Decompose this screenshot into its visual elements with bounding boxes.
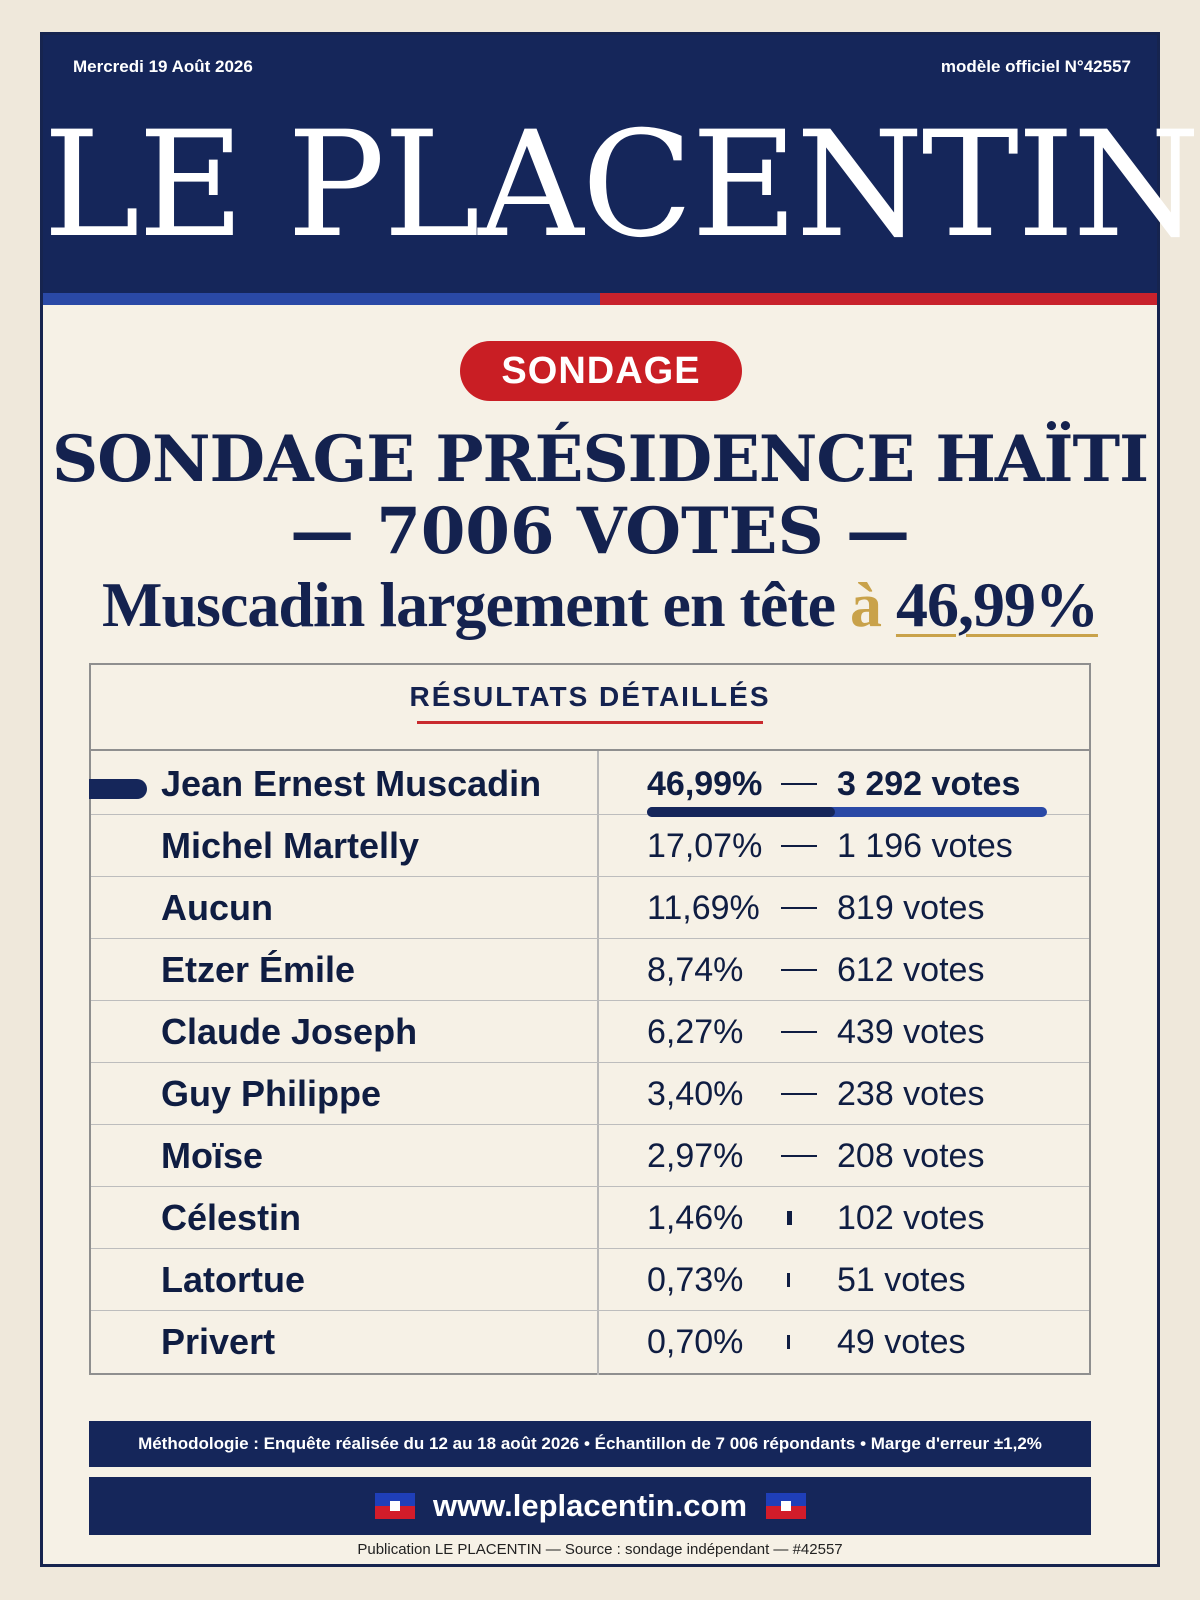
column-divider (597, 751, 599, 1375)
table-row: Célestin 1,46% 102 votes (91, 1187, 1089, 1249)
separator-dash (781, 1031, 817, 1033)
table-row: Etzer Émile 8,74% 612 votes (91, 939, 1089, 1001)
candidate-percent: 6,27% (647, 1013, 744, 1051)
leader-share-fill (647, 807, 835, 817)
results-header: RÉSULTATS DÉTAILLÉS (91, 665, 1089, 751)
candidate-votes: 102 votes (837, 1199, 985, 1237)
headline-connector: à (849, 569, 882, 640)
separator-dash (781, 1093, 817, 1095)
issue-number: modèle officiel N°42557 (940, 57, 1131, 76)
share-tick (787, 1273, 790, 1287)
candidate-percent: 46,99% (647, 765, 763, 803)
website-link[interactable]: www.leplacentin.com (432, 1488, 748, 1523)
headline-value: 46,99% (895, 569, 1099, 640)
table-row: Claude Joseph 6,27% 439 votes (91, 1001, 1089, 1063)
stripe-blue (43, 293, 600, 305)
table-row: Privert 0,70% 49 votes (91, 1311, 1089, 1373)
table-row: Aucun 11,69% 819 votes (91, 877, 1089, 939)
issue-date: Mercredi 19 Août 2026 (73, 57, 253, 76)
candidate-name: Aucun (161, 887, 273, 928)
table-row: Latortue 0,73% 51 votes (91, 1249, 1089, 1311)
candidate-name: Jean Ernest Muscadin (161, 763, 542, 804)
results-title-underline (417, 721, 763, 724)
leader-marker (89, 779, 147, 799)
candidate-name: Célestin (161, 1197, 302, 1238)
candidate-votes: 49 votes (837, 1323, 966, 1361)
candidate-percent: 17,07% (647, 827, 763, 865)
candidate-name: Claude Joseph (161, 1011, 418, 1052)
candidate-votes: 819 votes (837, 889, 985, 927)
website-banner: www.leplacentin.com (89, 1477, 1091, 1535)
separator-dash (781, 783, 817, 785)
candidate-name: Michel Martelly (161, 825, 420, 866)
headline-prefix: Muscadin largement en tête (102, 569, 850, 640)
share-tick (787, 1335, 790, 1349)
results-table: RÉSULTATS DÉTAILLÉS Jean Ernest Muscadin… (89, 663, 1091, 1375)
candidate-name: Privert (161, 1321, 276, 1362)
candidate-name: Moïse (161, 1135, 264, 1176)
leader-share-bar (647, 807, 1047, 817)
masthead: Mercredi 19 Août 2026 modèle officiel N°… (43, 35, 1200, 301)
table-row: Jean Ernest Muscadin 46,99% 3 292 votes (89, 753, 1089, 817)
candidate-votes: 612 votes (837, 951, 985, 989)
stripe-red (600, 293, 1157, 305)
table-row: Michel Martelly 17,07% 1 196 votes (91, 815, 1089, 877)
separator-dash (781, 845, 817, 847)
candidate-name: Latortue (161, 1259, 305, 1300)
table-row: Moïse 2,97% 208 votes (91, 1125, 1089, 1187)
candidate-percent: 0,73% (647, 1261, 744, 1299)
candidate-percent: 2,97% (647, 1137, 744, 1175)
haiti-flag-icon (765, 1493, 806, 1519)
candidate-name: Etzer Émile (161, 949, 356, 990)
candidate-percent: 0,70% (647, 1323, 744, 1361)
candidate-percent: 1,46% (647, 1199, 744, 1237)
candidate-votes: 238 votes (837, 1075, 985, 1113)
headline-line1: SONDAGE PRÉSIDENCE HAÏTI (52, 422, 1149, 497)
results-title: RÉSULTATS DÉTAILLÉS (409, 681, 771, 712)
separator-dash (781, 1155, 817, 1157)
candidate-percent: 11,69% (647, 889, 760, 927)
candidate-votes: 439 votes (837, 1013, 985, 1051)
candidate-name: Guy Philippe (161, 1073, 382, 1114)
share-tick (787, 1211, 792, 1225)
footer-credits: Publication LE PLACENTIN — Source : sond… (357, 1541, 843, 1558)
headline-line2: — 7006 VOTES — (290, 494, 910, 569)
newspaper-title: LE PLACENTIN (43, 100, 1200, 270)
candidate-votes: 3 292 votes (837, 765, 1021, 803)
headline-line3: Muscadin largement en tête à 46,99% (43, 567, 1157, 643)
methodology-note: Méthodologie : Enquête réalisée du 12 au… (89, 1421, 1091, 1467)
candidate-percent: 8,74% (647, 951, 744, 989)
candidate-votes: 51 votes (837, 1261, 966, 1299)
section-badge: SONDAGE (460, 341, 742, 401)
newspaper-page: Mercredi 19 Août 2026 modèle officiel N°… (40, 32, 1200, 1567)
separator-dash (781, 969, 817, 971)
haiti-flag-icon (374, 1493, 415, 1519)
separator-dash (781, 907, 817, 909)
candidate-percent: 3,40% (647, 1075, 744, 1113)
table-row: Guy Philippe 3,40% 238 votes (91, 1063, 1089, 1125)
candidate-votes: 1 196 votes (837, 827, 1013, 865)
candidate-votes: 208 votes (837, 1137, 985, 1175)
